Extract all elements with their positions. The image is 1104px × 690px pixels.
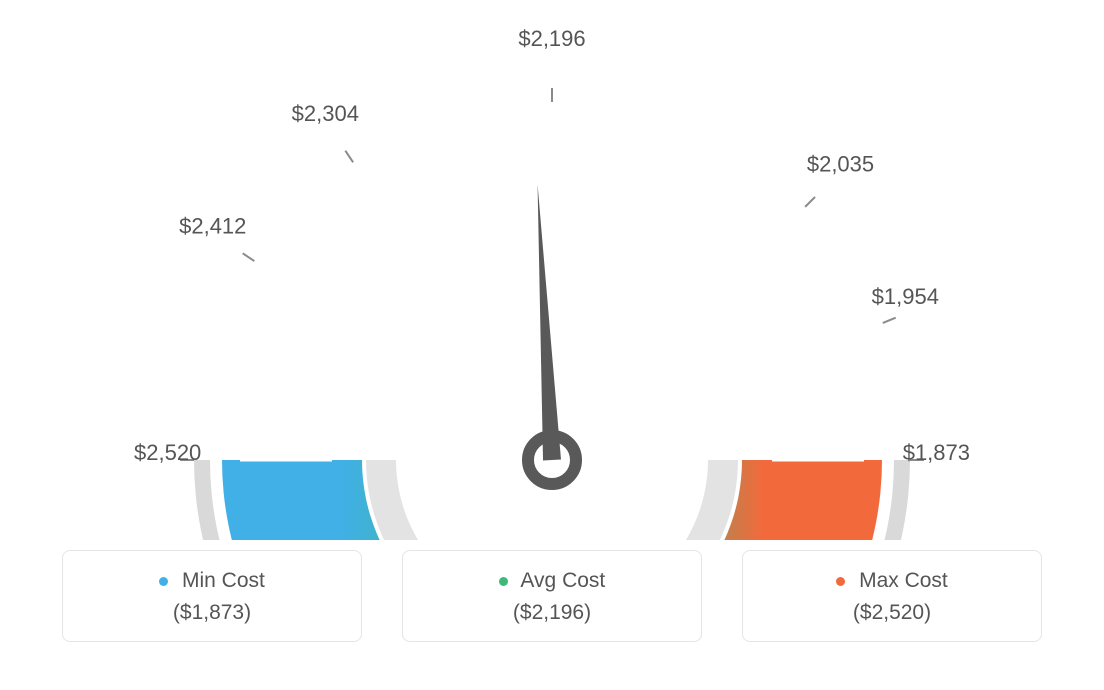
gauge-tick (683, 201, 726, 265)
legend-item-max: Max Cost ($2,520) (742, 550, 1042, 642)
legend-item-min: Min Cost ($1,873) (62, 550, 362, 642)
gauge-arc (222, 460, 882, 540)
gauge-tick (747, 287, 811, 330)
legend-value: ($2,196) (413, 601, 691, 625)
legend-value: ($2,520) (753, 601, 1031, 625)
outer-tick (345, 151, 353, 163)
gauge-tick (598, 154, 613, 230)
gauge-tick-label: $2,196 (518, 26, 585, 51)
gauge-tick-label: $1,954 (872, 284, 939, 309)
legend-item-avg: Avg Cost ($2,196) (402, 550, 702, 642)
gauge-tick-label: $2,520 (134, 440, 201, 465)
gauge-tick (708, 239, 773, 304)
legend-row: Min Cost ($1,873) Avg Cost ($2,196) Max … (0, 540, 1104, 642)
inner-ring (366, 460, 738, 540)
outer-tick (243, 253, 255, 261)
legend-title: Min Cost (73, 569, 351, 593)
gauge-tick-label: $2,412 (179, 213, 246, 238)
gauge-tick (246, 399, 322, 414)
gauge-tick (379, 201, 430, 277)
gauge-tick (755, 341, 840, 376)
legend-dot-min (159, 577, 168, 586)
gauge-area: $1,873 $1,954 $2,035 $2,196 $2,304 $2,412 $2,5… (0, 0, 1104, 540)
gauge-tick (491, 154, 506, 230)
gauge-tick-label: $2,035 (807, 152, 874, 177)
outer-tick (805, 197, 815, 207)
cost-gauge-chart: $1,873 $1,954 $2,035 $2,196 $2,304 $2,412 $2,5… (0, 0, 1104, 690)
legend-title: Max Cost (753, 569, 1031, 593)
legend-label: Min Cost (182, 569, 265, 592)
gauge-tick (264, 341, 335, 370)
gauge-svg: $1,873 $1,954 $2,035 $2,196 $2,304 $2,412 $2,5… (22, 0, 1082, 540)
legend-label: Avg Cost (520, 569, 605, 592)
legend-value: ($1,873) (73, 601, 351, 625)
gauge-tick (782, 399, 858, 414)
outer-tick (883, 318, 896, 323)
legend-title: Avg Cost (413, 569, 691, 593)
gauge-tick (331, 239, 385, 293)
gauge-tick (642, 172, 671, 243)
gauge-tick-label: $2,304 (292, 101, 359, 126)
legend-label: Max Cost (859, 569, 948, 592)
gauge-tick-label: $1,873 (903, 440, 970, 465)
legend-dot-avg (499, 577, 508, 586)
gauge-tick (293, 287, 369, 338)
gauge-tick (433, 172, 462, 243)
gauge-needle (538, 184, 561, 460)
legend-dot-max (836, 577, 845, 586)
